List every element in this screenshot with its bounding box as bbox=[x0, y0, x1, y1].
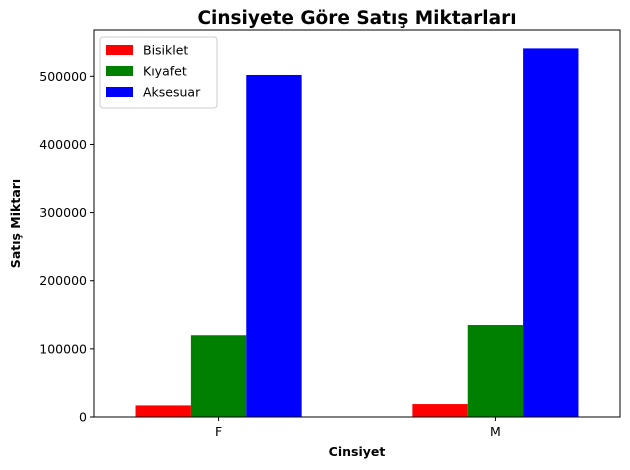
bar-aksesuar-f bbox=[246, 74, 302, 417]
chart-title: Cinsiyete Göre Satış Miktarları bbox=[197, 8, 516, 29]
legend-swatch-aksesuar bbox=[106, 87, 133, 97]
bar-aksesuar-m bbox=[523, 48, 579, 418]
y-tick-label: 100000 bbox=[39, 341, 87, 356]
legend-label-bisiklet: Bisiklet bbox=[143, 43, 188, 58]
y-axis-label: Satış Miktarı bbox=[8, 179, 23, 268]
bar-bisiklet-f bbox=[135, 405, 191, 417]
y-tick-label: 300000 bbox=[39, 205, 87, 220]
y-tick-label: 500000 bbox=[39, 69, 87, 84]
y-tick-label: 0 bbox=[79, 410, 87, 425]
x-tick-label: M bbox=[490, 424, 501, 439]
x-tick-label: F bbox=[215, 424, 222, 439]
y-axis: 0 100000 200000 300000 400000 500000 bbox=[39, 69, 94, 425]
legend-label-kıyafet: Kıyafet bbox=[143, 64, 187, 79]
plot-frame bbox=[93, 29, 621, 418]
legend-swatch-bisiklet bbox=[106, 45, 133, 55]
y-tick-label: 200000 bbox=[39, 273, 87, 288]
bar-kıyafet-f bbox=[190, 335, 247, 417]
y-tick-label: 400000 bbox=[39, 137, 87, 152]
bar-bisiklet-m bbox=[412, 404, 468, 417]
bar-kıyafet-m bbox=[467, 325, 524, 417]
legend-label-aksesuar: Aksesuar bbox=[143, 85, 201, 100]
legend-swatch-kıyafet bbox=[106, 66, 133, 76]
legend: Bisiklet Kıyafet Aksesuar bbox=[99, 36, 218, 109]
x-axis-label: Cinsiyet bbox=[329, 444, 386, 459]
bars-group bbox=[135, 48, 579, 418]
